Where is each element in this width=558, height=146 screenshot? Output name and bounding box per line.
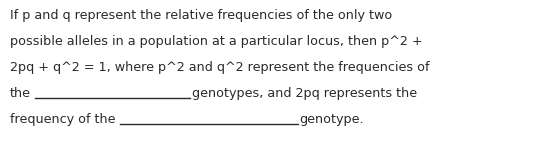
- Text: genotype.: genotype.: [300, 113, 364, 126]
- Text: 2pq + q^2 = 1, where p^2 and q^2 represent the frequencies of: 2pq + q^2 = 1, where p^2 and q^2 represe…: [10, 61, 430, 74]
- Text: If p and q represent the relative frequencies of the only two: If p and q represent the relative freque…: [10, 9, 392, 22]
- Text: genotypes, and 2pq represents the: genotypes, and 2pq represents the: [192, 87, 417, 100]
- Text: frequency of the: frequency of the: [10, 113, 116, 126]
- Text: possible alleles in a population at a particular locus, then p^2 +: possible alleles in a population at a pa…: [10, 35, 422, 48]
- Text: the: the: [10, 87, 31, 100]
